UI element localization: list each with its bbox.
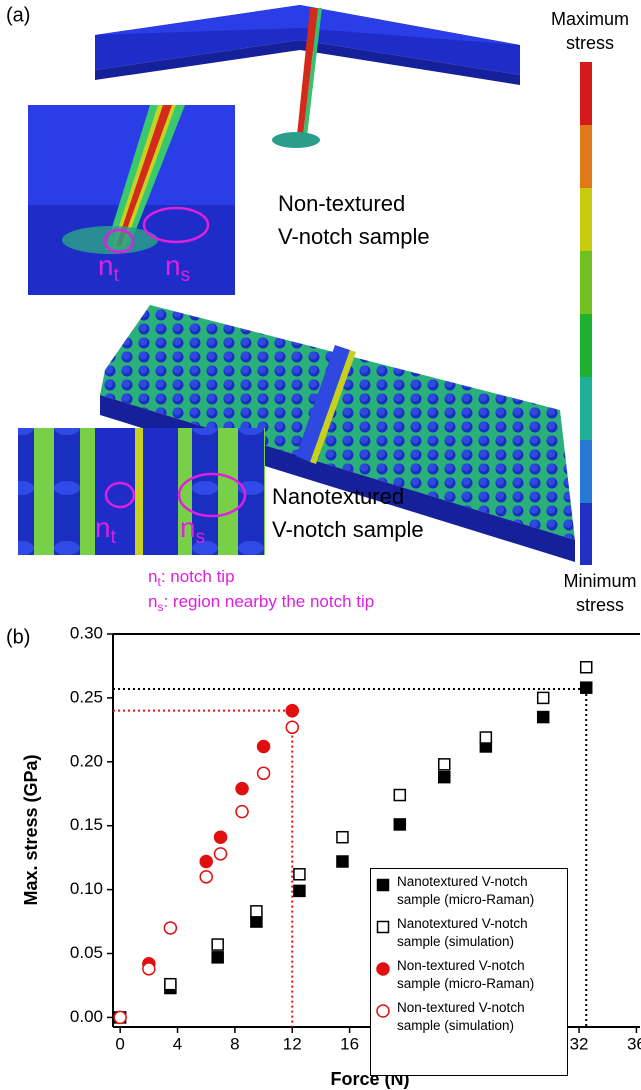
- colorbar: [580, 62, 592, 565]
- marker: [393, 788, 407, 802]
- legend-label: Nanotextured V-notch sample (micro-Raman…: [397, 874, 535, 907]
- marker: [199, 870, 213, 884]
- x-tick-label: 4: [173, 1034, 182, 1053]
- key-entry: nt: notch tip: [148, 567, 235, 589]
- marker: [376, 1004, 390, 1018]
- legend-entry: Nanotextured V-notch sample (simulation): [371, 915, 563, 951]
- x-tick-label: 16: [340, 1034, 359, 1053]
- legend-entry: Non-textured V-notch sample (simulation): [371, 999, 563, 1035]
- x-tick-label: 36: [627, 1034, 641, 1053]
- marker: [164, 977, 177, 991]
- legend-icon: [376, 878, 390, 892]
- region-label: ns: [165, 250, 190, 286]
- panel-label: (b): [6, 626, 30, 648]
- y-tick-label: 0.00: [70, 1007, 103, 1026]
- marker: [211, 938, 224, 951]
- panel-label: (a): [6, 4, 30, 26]
- legend: Nanotextured V-notch sample (micro-Raman…: [370, 868, 568, 1076]
- marker: [256, 739, 271, 754]
- marker: [376, 962, 390, 976]
- marker: [250, 915, 263, 928]
- sample-label: V-notch sample: [278, 224, 430, 249]
- x-tick-label: 8: [230, 1034, 239, 1053]
- marker: [376, 920, 390, 934]
- y-tick-label: 0.15: [70, 815, 103, 834]
- x-tick-label: 32: [570, 1034, 589, 1053]
- marker: [250, 905, 263, 918]
- sample-label: Nanotextured: [272, 484, 404, 509]
- y-tick-label: 0.20: [70, 751, 103, 770]
- marker: [393, 818, 407, 831]
- legend-icon: [376, 920, 390, 934]
- marker: [479, 731, 493, 744]
- colorbar-label: stress: [566, 33, 614, 53]
- x-tick-label: 12: [283, 1034, 302, 1053]
- legend-icon: [376, 962, 390, 976]
- marker: [113, 1010, 127, 1025]
- marker: [336, 830, 349, 844]
- nanotextured-render: [18, 305, 575, 562]
- tip-label: nt: [95, 512, 117, 548]
- marker: [235, 781, 249, 796]
- marker: [163, 921, 178, 935]
- region-label: ns: [180, 512, 205, 548]
- sample-label: Non-textured: [278, 191, 405, 216]
- legend-label: Non-textured V-notch sample (simulation): [397, 1000, 525, 1033]
- marker: [213, 847, 228, 861]
- colorbar-label: stress: [576, 595, 624, 615]
- marker: [293, 884, 306, 898]
- legend-label: Nanotextured V-notch sample (simulation): [397, 916, 528, 949]
- colorbar-label: Minimum: [563, 571, 636, 591]
- marker: [293, 868, 306, 881]
- marker: [199, 854, 213, 869]
- marker: [579, 681, 593, 694]
- y-tick-label: 0.05: [70, 943, 103, 962]
- colorbar-label: Maximum: [551, 9, 629, 29]
- y-tick-label: 0.10: [70, 879, 103, 898]
- marker: [336, 855, 349, 868]
- marker: [536, 691, 550, 705]
- legend-label: Non-textured V-notch sample (micro-Raman…: [397, 958, 535, 991]
- legend-entry: Nanotextured V-notch sample (micro-Raman…: [371, 873, 563, 909]
- marker: [438, 758, 451, 771]
- marker: [285, 720, 300, 735]
- non-textured-render: [28, 5, 520, 295]
- tip-label: nt: [98, 250, 120, 286]
- y-tick-label: 0.30: [70, 623, 103, 642]
- marker: [285, 703, 300, 718]
- marker: [213, 830, 228, 844]
- marker: [211, 951, 224, 964]
- key-entry: ns: region nearby the notch tip: [148, 592, 374, 614]
- marker: [579, 660, 593, 674]
- marker: [256, 766, 271, 781]
- legend-entry: Non-textured V-notch sample (micro-Raman…: [371, 957, 563, 993]
- marker: [235, 804, 249, 819]
- marker: [438, 770, 451, 784]
- x-tick-label: 0: [115, 1034, 124, 1053]
- marker: [142, 962, 156, 976]
- sample-label: V-notch sample: [272, 517, 424, 542]
- marker: [376, 878, 390, 892]
- marker: [536, 710, 550, 724]
- y-tick-label: 0.25: [70, 687, 103, 706]
- legend-icon: [376, 1004, 390, 1018]
- y-axis-label: Max. stress (GPa): [21, 754, 41, 905]
